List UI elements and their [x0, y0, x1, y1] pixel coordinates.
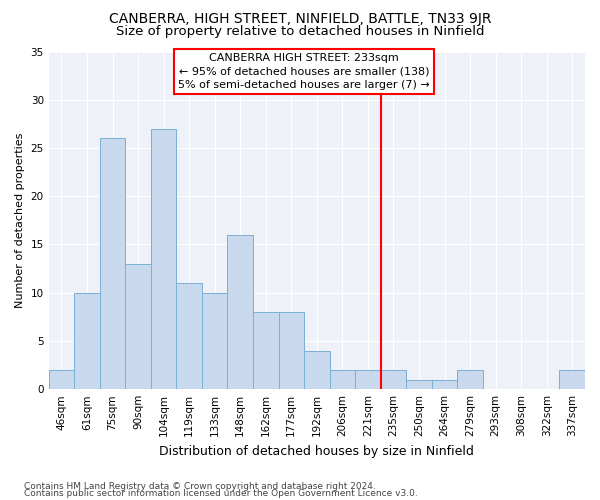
Text: CANBERRA HIGH STREET: 233sqm
← 95% of detached houses are smaller (138)
5% of se: CANBERRA HIGH STREET: 233sqm ← 95% of de… — [178, 54, 430, 90]
Text: Contains HM Land Registry data © Crown copyright and database right 2024.: Contains HM Land Registry data © Crown c… — [24, 482, 376, 491]
Bar — [406, 380, 432, 389]
Bar — [432, 380, 457, 389]
Bar — [329, 370, 355, 389]
Text: Size of property relative to detached houses in Ninfield: Size of property relative to detached ho… — [116, 25, 484, 38]
Bar — [176, 283, 202, 389]
Text: Contains public sector information licensed under the Open Government Licence v3: Contains public sector information licen… — [24, 489, 418, 498]
Bar — [151, 128, 176, 389]
Bar — [100, 138, 125, 389]
X-axis label: Distribution of detached houses by size in Ninfield: Distribution of detached houses by size … — [160, 444, 474, 458]
Bar — [49, 370, 74, 389]
Bar — [253, 312, 278, 389]
Bar — [125, 264, 151, 389]
Bar — [457, 370, 483, 389]
Bar — [380, 370, 406, 389]
Bar — [227, 235, 253, 389]
Y-axis label: Number of detached properties: Number of detached properties — [15, 132, 25, 308]
Bar — [278, 312, 304, 389]
Text: CANBERRA, HIGH STREET, NINFIELD, BATTLE, TN33 9JR: CANBERRA, HIGH STREET, NINFIELD, BATTLE,… — [109, 12, 491, 26]
Bar — [304, 350, 329, 389]
Bar — [355, 370, 380, 389]
Bar — [559, 370, 585, 389]
Bar — [202, 292, 227, 389]
Bar — [74, 292, 100, 389]
